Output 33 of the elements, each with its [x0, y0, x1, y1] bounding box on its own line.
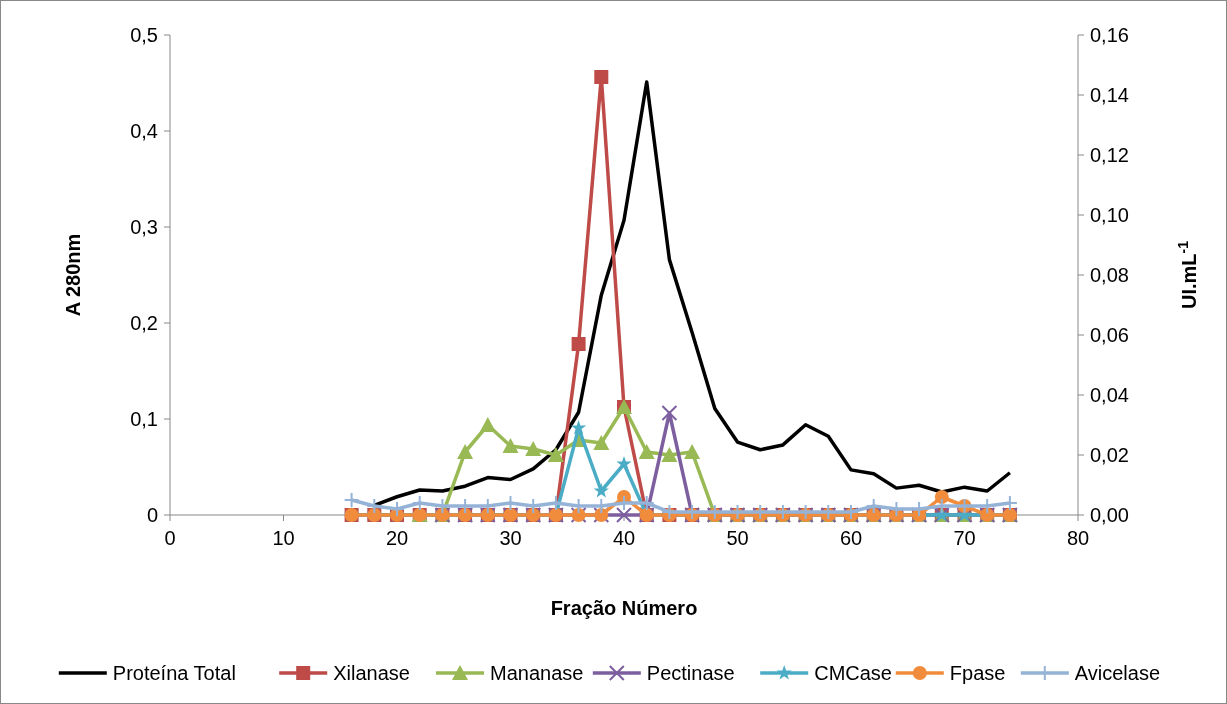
x-tick-label: 20 [385, 527, 409, 549]
y-tick-label: 0 [146, 504, 158, 526]
legend-label: Pectinase [646, 662, 735, 684]
y-axis-title: A 280nm [62, 233, 84, 317]
x-tick-label: 40 [612, 527, 636, 549]
x-tick-label: 60 [839, 527, 863, 549]
legend-label: Xilanase [333, 662, 410, 684]
y2-tick-label: 0,14 [1090, 84, 1129, 106]
y-tick-label: 0,4 [130, 120, 158, 142]
x-axis-title: Fração Número [550, 597, 698, 619]
y2-tick-label: 0,12 [1090, 144, 1129, 166]
x-tick-label: 30 [499, 527, 522, 549]
y-tick-label: 0,5 [130, 24, 158, 46]
legend-label: Fpase [949, 662, 1006, 684]
legend-label: Proteína Total [112, 662, 236, 684]
y2-tick-label: 0,16 [1090, 24, 1129, 46]
x-tick-label: 80 [1066, 527, 1090, 549]
y2-tick-label: 0,06 [1090, 324, 1129, 346]
y2-tick-label: 0,10 [1090, 204, 1129, 226]
x-tick-label: 50 [726, 527, 749, 549]
x-tick-label: 70 [953, 527, 976, 549]
y2-tick-label: 0,08 [1090, 264, 1129, 286]
x-tick-label: 10 [272, 527, 295, 549]
legend-label: Avicelase [1074, 662, 1161, 684]
y-tick-label: 0,1 [130, 408, 158, 430]
y2-tick-label: 0,04 [1090, 384, 1129, 406]
y2-tick-label: 0,02 [1090, 444, 1129, 466]
legend-label: CMCase [814, 662, 892, 684]
y-tick-label: 0,3 [130, 216, 158, 238]
legend-label: Mananase [490, 662, 584, 684]
x-tick-label: 0 [164, 527, 176, 549]
y-tick-label: 0,2 [130, 312, 158, 334]
y2-tick-label: 0,00 [1090, 504, 1129, 526]
